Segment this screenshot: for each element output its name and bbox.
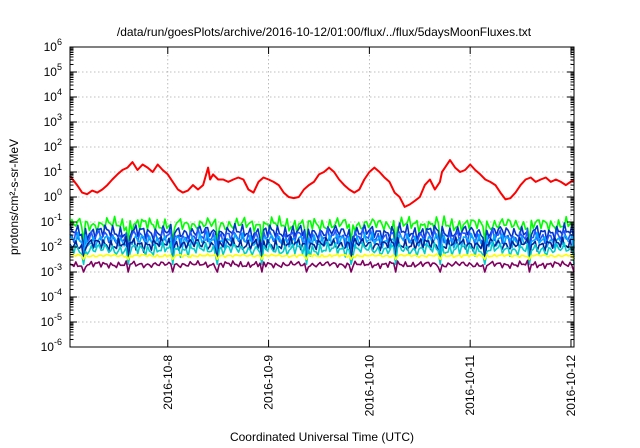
- x-tick-label: 2016-10-10: [362, 355, 376, 417]
- y-tick-label: 10-4: [41, 287, 62, 304]
- y-tick-label: 102: [44, 137, 62, 154]
- y-tick-label: 104: [44, 87, 62, 104]
- y-axis: 10-6 10-5 10-4 10-3 10-2 10-1 100 101 102 103 104 1…: [41, 37, 574, 354]
- y-tick-label: 105: [44, 62, 62, 79]
- series-line-0: [69, 159, 575, 208]
- y-tick-label: 10-2: [41, 237, 62, 254]
- y-tick-label: 100: [44, 187, 62, 204]
- y-tick-label: 103: [44, 112, 62, 129]
- x-tick-label: 2016-10-11: [463, 355, 477, 416]
- x-axis: 2016-10-8 2016-10-9 2016-10-10 2016-10-11 20…: [161, 47, 578, 416]
- x-axis-label: Coordinated Universal Time (UTC): [230, 430, 414, 444]
- y-tick-label: 10-5: [41, 312, 62, 329]
- series-layer: [69, 159, 575, 273]
- x-tick-label: 2016-10-9: [262, 355, 276, 410]
- x-tick-label: 2016-10-8: [161, 355, 175, 410]
- y-tick-label: 10-1: [41, 212, 62, 229]
- y-tick-label: 106: [44, 37, 62, 54]
- series-line-8: [69, 259, 575, 273]
- series-line-5: [69, 235, 575, 260]
- y-tick-label: 10-6: [41, 337, 62, 354]
- series-line-1: [69, 215, 575, 242]
- series-line-6: [69, 241, 575, 266]
- series-line-7: [69, 253, 575, 261]
- chart-title: /data/run/goesPlots/archive/2016-10-12/0…: [117, 25, 532, 39]
- y-tick-label: 10-3: [41, 262, 62, 279]
- x-tick-label: 2016-10-12: [564, 355, 578, 417]
- y-tick-label: 101: [44, 162, 62, 179]
- series-line-4: [69, 231, 575, 258]
- y-axis-label: protons/cm²-s-sr-MeV: [7, 139, 21, 255]
- grid-lines: [70, 47, 574, 347]
